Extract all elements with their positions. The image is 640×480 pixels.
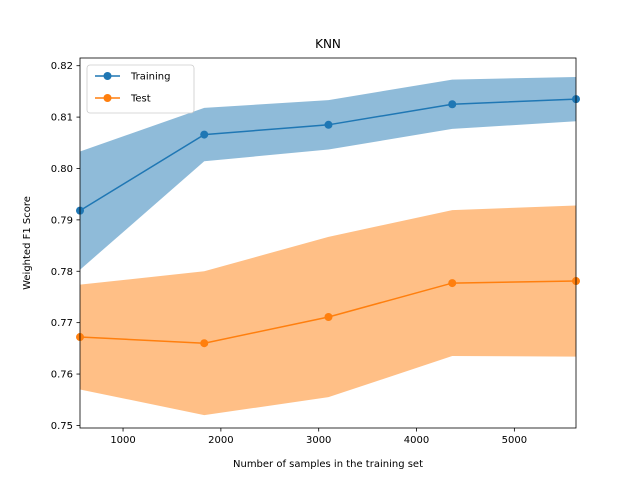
x-tick-label: 4000	[404, 435, 429, 446]
y-tick-label: 0.79	[51, 215, 73, 226]
x-tick-label: 5000	[502, 435, 527, 446]
y-tick-label: 0.76	[51, 370, 73, 381]
legend-training-label: Training	[130, 72, 170, 83]
plot-frame	[79, 57, 577, 429]
test-point	[324, 313, 333, 321]
legend-training-marker	[103, 72, 112, 80]
x-tick-label: 3000	[306, 435, 331, 446]
test-std-band	[80, 205, 576, 416]
training-point	[448, 100, 457, 109]
y-tick-label: 0.80	[51, 164, 73, 175]
legend-test-label: Test	[130, 94, 151, 105]
training-point	[324, 120, 333, 129]
y-tick-label: 0.77	[51, 318, 73, 329]
x-tick-label: 2000	[208, 435, 233, 446]
test-point	[448, 279, 457, 288]
y-axis-ticks: 0.75 0.76 0.77 0.78 0.79 0.80 0.81 0.82	[51, 61, 80, 432]
y-tick-label: 0.75	[51, 421, 73, 432]
y-axis-label: Weighted F1 Score	[22, 196, 33, 290]
training-std-band	[80, 77, 576, 270]
chart-title: KNN	[315, 37, 341, 51]
y-tick-label: 0.81	[51, 113, 73, 124]
x-axis-label: Number of samples in the training set	[233, 459, 423, 470]
x-tick-label: 1000	[110, 435, 135, 446]
training-point	[200, 130, 209, 139]
test-point	[200, 339, 209, 348]
x-axis-ticks: 1000 2000 3000 4000 5000	[110, 428, 527, 446]
y-tick-label: 0.82	[51, 61, 73, 72]
confidence-bands	[80, 77, 576, 416]
legend-box	[86, 64, 195, 114]
legend: Training Test	[86, 64, 195, 114]
legend-test-marker	[103, 94, 112, 102]
y-tick-label: 0.78	[51, 267, 73, 278]
